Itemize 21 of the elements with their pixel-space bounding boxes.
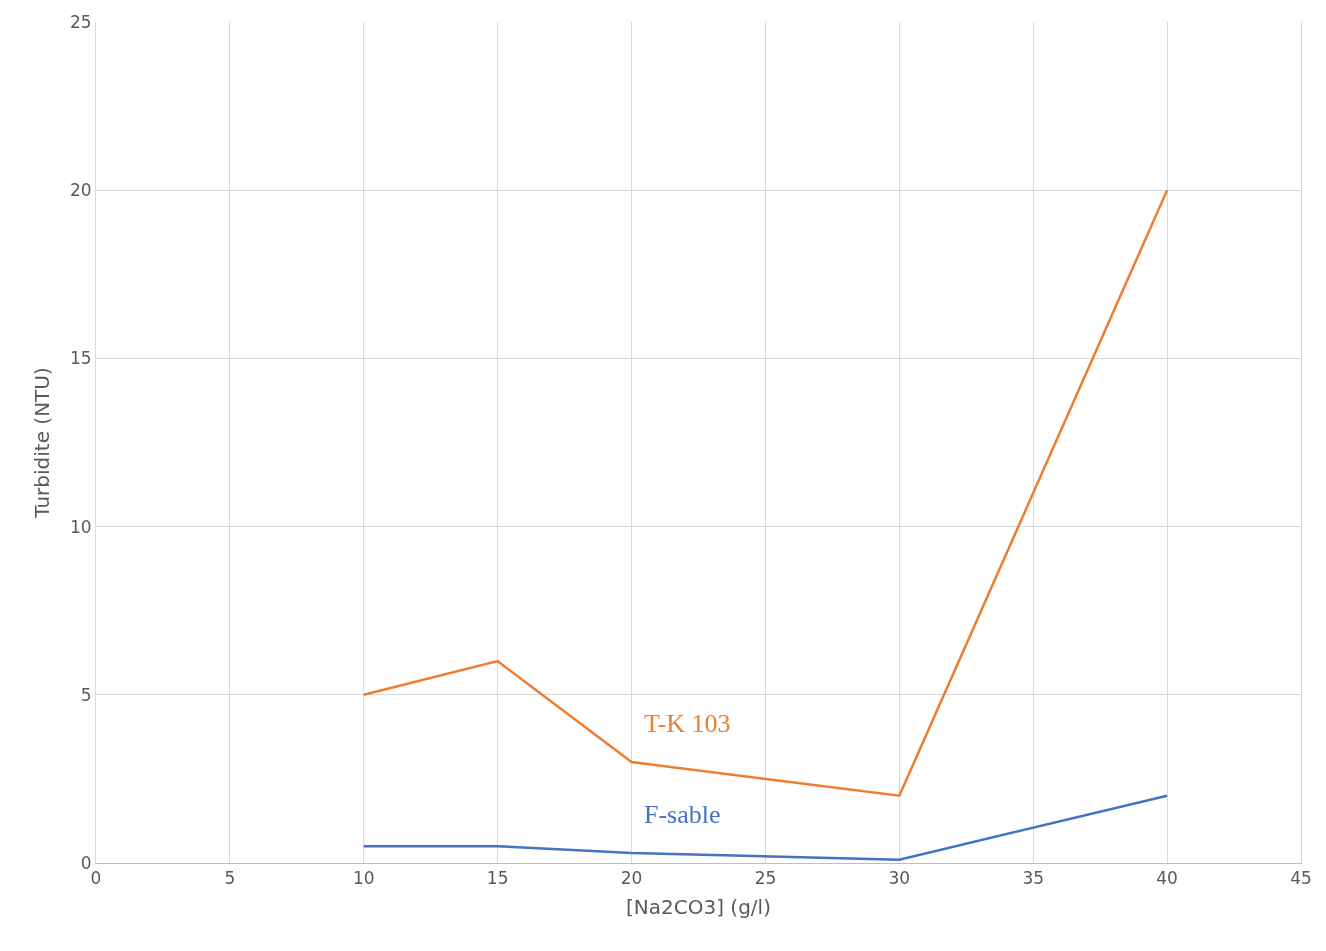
x-tick-label: 5 <box>224 868 236 889</box>
y-tick-label: 5 <box>80 684 92 705</box>
x-tick-label: 20 <box>620 868 643 889</box>
x-tick-label: 45 <box>1290 868 1312 889</box>
x-tick-label: 35 <box>1022 868 1045 889</box>
y-tick-label: 15 <box>69 348 92 369</box>
y-tick-label: 10 <box>69 516 92 537</box>
x-tick-label: 40 <box>1156 868 1178 889</box>
y-tick-label: 0 <box>80 852 92 873</box>
y-axis-title: Turbidite (NTU) <box>30 367 55 519</box>
x-tick-label: 10 <box>352 868 375 889</box>
series-label: T-K 103 <box>644 709 731 738</box>
line-series <box>362 188 1169 797</box>
y-tick-label: 25 <box>69 11 92 32</box>
series-label: F-sable <box>644 800 721 829</box>
y-tick-label: 20 <box>69 180 92 201</box>
x-tick-label: 30 <box>888 868 911 889</box>
line-series <box>362 794 1169 861</box>
x-tick-label: 25 <box>754 868 777 889</box>
x-tick-label: 15 <box>486 868 509 889</box>
x-axis-title: [Na2CO3] (g/l) <box>626 894 771 919</box>
